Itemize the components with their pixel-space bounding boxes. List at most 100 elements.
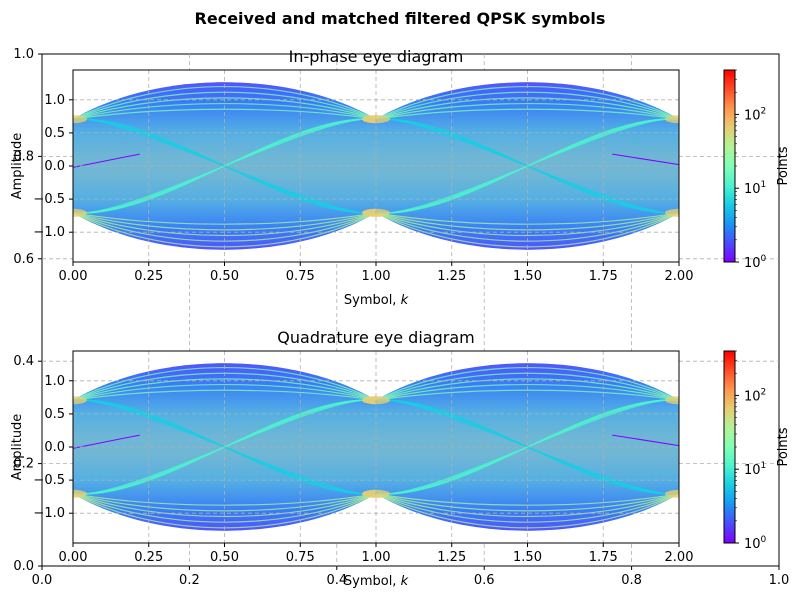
y-tick-label: −0.5 bbox=[33, 473, 65, 488]
y-tick-label: 0.0 bbox=[44, 159, 65, 174]
in-phase-title: In-phase eye diagram bbox=[289, 47, 464, 66]
symbol-convergence bbox=[73, 489, 87, 498]
colorbar-tick-label: 101 bbox=[744, 180, 766, 197]
x-tick-label: 0.50 bbox=[210, 269, 239, 284]
eye-trace bbox=[73, 399, 377, 495]
eye-trace bbox=[73, 108, 377, 120]
eye-trace bbox=[375, 493, 679, 518]
eye-trace bbox=[73, 118, 377, 214]
y-tick-label: −0.5 bbox=[33, 192, 65, 207]
eye-trace bbox=[73, 102, 377, 120]
quadrature-y-axis-label: Amplitude bbox=[10, 414, 25, 481]
background-y-tick-label: 0.0 bbox=[13, 559, 34, 574]
eye-trace bbox=[375, 389, 679, 401]
in-phase-eye-traces bbox=[73, 82, 679, 250]
colorbar-tick-label: 100 bbox=[744, 254, 767, 271]
quadrature-colorbar: Points 100 101 102 bbox=[723, 350, 791, 552]
background-y-tick-label: 0.6 bbox=[13, 252, 34, 267]
transient-trace bbox=[73, 434, 140, 449]
eye-trace bbox=[73, 493, 377, 512]
quadrature-eye-traces bbox=[73, 363, 679, 531]
in-phase-x-axis-label: Symbol, k bbox=[344, 293, 409, 308]
in-phase-colorbar-gradient bbox=[723, 69, 736, 263]
in-phase-grid bbox=[72, 70, 680, 262]
background-x-tick-label: 1.0 bbox=[769, 573, 790, 588]
x-tick-label: 1.00 bbox=[362, 550, 391, 565]
y-tick-label: 0.5 bbox=[44, 407, 65, 422]
x-tick-label: 0.75 bbox=[286, 550, 315, 565]
x-tick-label: 1.00 bbox=[362, 269, 391, 284]
symbol-convergence bbox=[73, 115, 87, 124]
background-x-tick-label: 0.0 bbox=[32, 573, 53, 588]
in-phase-y-axis-label: Amplitude bbox=[10, 133, 25, 200]
x-axis-label-variable: k bbox=[401, 574, 409, 589]
in-phase-colorbar-label: Points bbox=[776, 146, 791, 185]
x-axis-label-text: Symbol, bbox=[344, 293, 401, 308]
x-tick-label: 0.25 bbox=[134, 550, 163, 565]
quadrature-eye-diagram: 0.00 0.25 0.50 0.75 1.00 1.25 1.50 1.75 2.00 −1.… bbox=[10, 328, 693, 589]
transient-trace bbox=[73, 153, 140, 168]
x-tick-label: 0.75 bbox=[286, 269, 315, 284]
colorbar-tick-label: 102 bbox=[744, 106, 766, 123]
symbol-convergence bbox=[665, 115, 679, 124]
background-y-tick-label: 0.2 bbox=[13, 457, 34, 472]
transient-trace bbox=[612, 434, 679, 447]
quadrature-colorbar-label: Points bbox=[776, 427, 791, 466]
eye-trace bbox=[375, 108, 679, 120]
in-phase-eye-diagram: 0.00 0.25 0.50 0.75 1.00 1.25 1.50 1.75 2.00 −1.… bbox=[10, 47, 693, 308]
eye-trace bbox=[375, 383, 679, 401]
symbol-convergence bbox=[665, 208, 679, 217]
eye-trace bbox=[73, 378, 377, 401]
eye-trace bbox=[375, 212, 679, 231]
x-axis-label-text: Symbol, bbox=[344, 574, 401, 589]
eye-trace bbox=[375, 493, 679, 512]
background-y-tick-label: 0.8 bbox=[13, 149, 34, 164]
symbol-convergence bbox=[665, 489, 679, 498]
eye-trace bbox=[375, 118, 679, 214]
x-tick-label: 0.50 bbox=[210, 550, 239, 565]
x-tick-label: 1.75 bbox=[589, 550, 618, 565]
eye-trace bbox=[375, 378, 679, 401]
transient-trace bbox=[612, 153, 679, 166]
in-phase-y-ticks: −1.0 −0.5 0.0 0.5 1.0 bbox=[33, 93, 73, 240]
eye-trace bbox=[73, 389, 377, 401]
background-x-tick-label: 0.8 bbox=[621, 573, 642, 588]
y-tick-label: 0.0 bbox=[44, 440, 65, 455]
symbol-convergence bbox=[73, 396, 87, 405]
symbol-convergence bbox=[665, 396, 679, 405]
quadrature-y-ticks: −1.0 −0.5 0.0 0.5 1.0 bbox=[33, 374, 73, 521]
eye-trace bbox=[73, 383, 377, 401]
eye-trace bbox=[73, 212, 377, 231]
background-x-tick-label: 0.6 bbox=[474, 573, 495, 588]
colorbar-tick-label: 100 bbox=[744, 535, 767, 552]
x-axis-label-variable: k bbox=[401, 293, 409, 308]
background-x-tick-label: 0.2 bbox=[179, 573, 200, 588]
x-tick-label: 1.50 bbox=[513, 269, 542, 284]
quadrature-colorbar-gradient bbox=[723, 350, 736, 544]
eye-trace bbox=[375, 102, 679, 120]
colorbar-tick-label: 102 bbox=[744, 387, 766, 404]
x-tick-label: 1.50 bbox=[513, 550, 542, 565]
background-y-tick-label: 0.4 bbox=[13, 354, 34, 369]
y-tick-label: 0.5 bbox=[44, 126, 65, 141]
y-tick-label: −1.0 bbox=[33, 225, 65, 240]
y-tick-label: 1.0 bbox=[44, 93, 65, 108]
y-tick-label: −1.0 bbox=[33, 506, 65, 521]
x-tick-label: 2.00 bbox=[665, 550, 694, 565]
x-tick-label: 1.25 bbox=[437, 550, 466, 565]
eye-trace bbox=[375, 97, 679, 120]
eye-trace bbox=[375, 212, 679, 237]
quadrature-x-axis-label: Symbol, k bbox=[344, 574, 409, 589]
x-tick-label: 0.25 bbox=[134, 269, 163, 284]
y-tick-label: 1.0 bbox=[44, 374, 65, 389]
background-x-tick-label: 0.4 bbox=[326, 573, 347, 588]
quadrature-x-ticks: 0.00 0.25 0.50 0.75 1.00 1.25 1.50 1.75 2.00 bbox=[59, 543, 694, 565]
figure-title: Received and matched filtered QPSK symbo… bbox=[195, 9, 606, 28]
eye-trace bbox=[375, 399, 679, 495]
background-axes-frame bbox=[41, 53, 780, 567]
x-tick-label: 0.00 bbox=[59, 550, 88, 565]
eye-trace bbox=[73, 493, 377, 518]
background-y-tick-label: 1.0 bbox=[13, 47, 34, 62]
in-phase-x-ticks: 0.00 0.25 0.50 0.75 1.00 1.25 1.50 1.75 2.00 bbox=[59, 262, 693, 284]
eye-trace bbox=[73, 97, 377, 120]
